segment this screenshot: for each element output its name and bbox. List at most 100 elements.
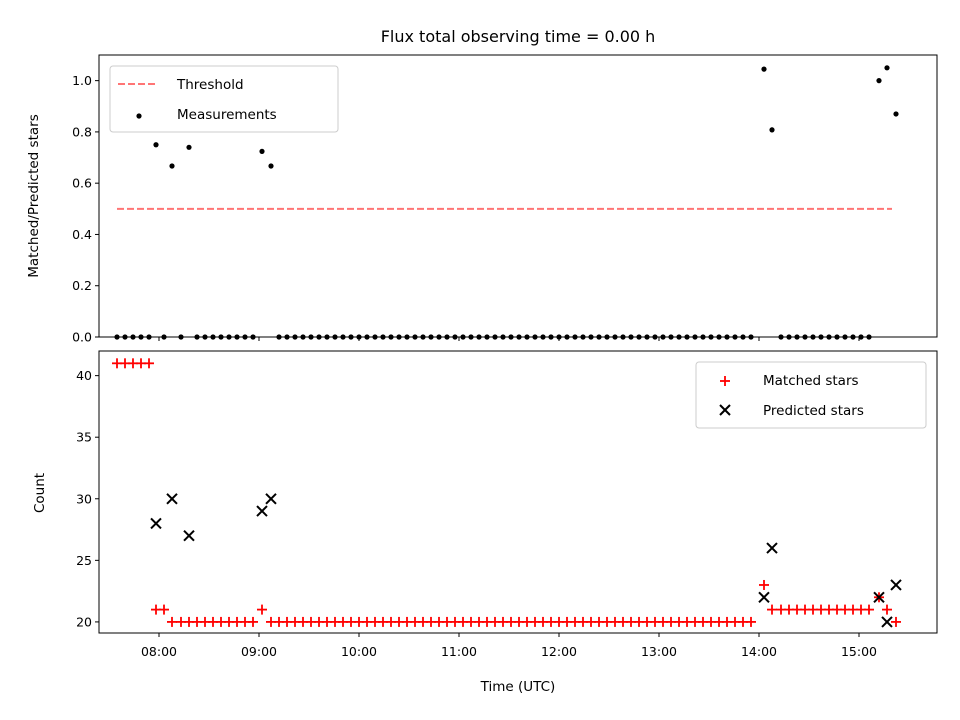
count-y-axis-label: Count (32, 473, 48, 513)
measurement-point (842, 334, 848, 340)
measurement-point (761, 66, 767, 72)
measurement-point (652, 334, 658, 340)
measurement-point (308, 334, 314, 340)
measurement-point (676, 334, 682, 340)
matched-star-point (159, 604, 169, 615)
count-x-tick-label: 15:00 (841, 644, 877, 659)
ratio-y-tick-label: 0.4 (72, 227, 92, 242)
count-x-tick-label: 08:00 (141, 644, 177, 659)
count-x-tick-label: 14:00 (741, 644, 777, 659)
predicted-star-point (150, 517, 162, 530)
predicted-star-point (256, 505, 268, 517)
measurement-point (324, 334, 330, 340)
measurement-point (732, 334, 738, 340)
measurement-point (700, 334, 706, 340)
ratio-y-tick-label: 0.6 (72, 176, 92, 191)
measurement-point (628, 334, 634, 340)
matched-star-point (248, 616, 258, 627)
measurement-point (161, 334, 167, 340)
chart-title: Flux total observing time = 0.00 h (381, 27, 656, 46)
measurement-point (452, 334, 458, 340)
measurement-point (716, 334, 722, 340)
measurement-point (178, 334, 184, 340)
measurement-point (866, 334, 872, 340)
legend-measurements-label: Measurements (177, 107, 277, 123)
measurement-point (364, 334, 370, 340)
predicted-star-point (766, 542, 778, 554)
measurement-point (356, 334, 362, 340)
ratio-plot: 0.0 0.2 0.4 0.6 0.8 1.0 Threshold Measurements (72, 54, 938, 345)
time-x-axis-label: Time (UTC) (480, 679, 556, 695)
measurement-point (500, 334, 506, 340)
measurement-point (692, 334, 698, 340)
matched-star-point (864, 604, 874, 615)
matched-star-point (144, 358, 154, 369)
measurement-point (858, 334, 864, 340)
count-y-tick-label: 30 (76, 491, 92, 506)
measurement-point (516, 334, 522, 340)
measurement-point (292, 334, 298, 340)
measurement-point (276, 334, 282, 340)
count-y-tick-label: 40 (76, 368, 92, 383)
count-y-tick-label: 25 (76, 553, 92, 568)
count-y-tick-label: 35 (76, 430, 92, 445)
legend-predicted-label: Predicted stars (763, 403, 864, 419)
measurement-point (834, 334, 840, 340)
ratio-y-tick-label: 1.0 (72, 73, 92, 88)
measurement-point (556, 334, 562, 340)
measurement-point (644, 334, 650, 340)
measurement-point (218, 334, 224, 340)
measurement-point (532, 334, 538, 340)
measurement-point (492, 334, 498, 340)
measurement-point (596, 334, 602, 340)
measurement-point (708, 334, 714, 340)
legend-matched-label: Matched stars (763, 373, 859, 389)
measurement-point (372, 334, 378, 340)
measurement-point (476, 334, 482, 340)
measurement-point (242, 334, 248, 340)
matched-star-point (167, 616, 177, 627)
count-x-tick-label: 12:00 (541, 644, 577, 659)
measurement-point (122, 334, 128, 340)
measurement-point (284, 334, 290, 340)
count-x-tick-label: 10:00 (341, 644, 377, 659)
measurement-point (794, 334, 800, 340)
ratio-y-axis-label: Matched/Predicted stars (26, 114, 42, 277)
matched-star-point (759, 579, 769, 590)
measurement-point (893, 111, 899, 117)
measurement-point (202, 334, 208, 340)
measurement-point (130, 334, 136, 340)
measurement-point (748, 334, 754, 340)
measurement-point (620, 334, 626, 340)
measurement-point (436, 334, 442, 340)
measurement-point (740, 334, 746, 340)
ratio-y-tick-label: 0.2 (72, 278, 92, 293)
measurement-point (724, 334, 730, 340)
measurement-point (660, 334, 666, 340)
measurement-point (802, 334, 808, 340)
count-x-tick-label: 11:00 (441, 644, 477, 659)
measurement-point (250, 334, 256, 340)
measurement-point (404, 334, 410, 340)
count-x-tick-label: 09:00 (241, 644, 277, 659)
predicted-star-point (890, 579, 902, 591)
measurement-point (876, 78, 882, 84)
measurement-point (524, 334, 530, 340)
measurement-point (194, 334, 200, 340)
measurement-point (259, 148, 265, 154)
measurement-point (668, 334, 674, 340)
measurement-point (612, 334, 618, 340)
measurement-point (850, 334, 856, 340)
measurement-point (548, 334, 554, 340)
measurement-point (604, 334, 610, 340)
measurement-point (380, 334, 386, 340)
measurement-point (580, 334, 586, 340)
predicted-star-point (183, 530, 195, 542)
measurement-point (340, 334, 346, 340)
measurement-point (268, 163, 274, 169)
measurement-point (428, 334, 434, 340)
measurement-point (884, 65, 890, 71)
predicted-star-point (873, 591, 885, 603)
measurement-point (508, 334, 514, 340)
